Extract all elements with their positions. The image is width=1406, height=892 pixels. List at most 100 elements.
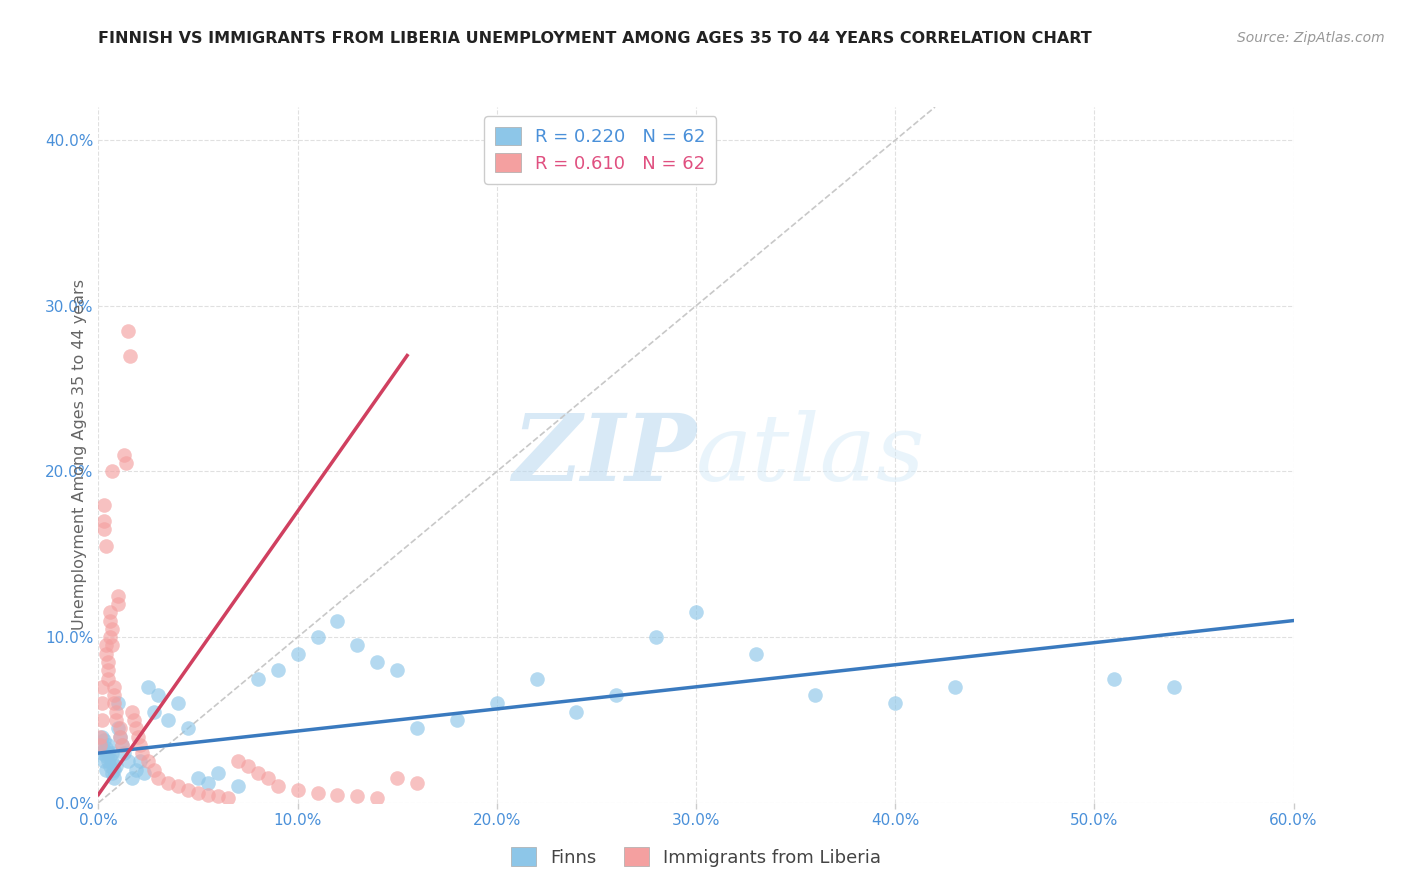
- Point: [107, 721, 129, 735]
- Point: [96, 763, 118, 777]
- Point: [117, 755, 139, 769]
- Point: [115, 456, 138, 470]
- Point: [148, 771, 170, 785]
- Point: [103, 688, 125, 702]
- Point: [167, 779, 190, 793]
- Point: [1163, 680, 1185, 694]
- Point: [91, 730, 114, 744]
- Point: [96, 749, 118, 764]
- Point: [100, 605, 122, 619]
- Text: atlas: atlas: [696, 410, 925, 500]
- Point: [101, 755, 124, 769]
- Point: [943, 680, 966, 694]
- Point: [124, 713, 146, 727]
- Point: [134, 766, 156, 780]
- Point: [97, 663, 120, 677]
- Point: [101, 766, 124, 780]
- Point: [129, 738, 152, 752]
- Point: [96, 647, 118, 661]
- Point: [91, 680, 114, 694]
- Point: [207, 766, 229, 780]
- Point: [97, 738, 120, 752]
- Point: [105, 713, 128, 727]
- Point: [167, 697, 190, 711]
- Point: [97, 672, 120, 686]
- Point: [121, 705, 143, 719]
- Point: [101, 465, 124, 479]
- Point: [366, 790, 388, 805]
- Point: [685, 605, 707, 619]
- Point: [93, 732, 115, 747]
- Point: [112, 746, 135, 760]
- Point: [101, 639, 124, 653]
- Point: [97, 655, 120, 669]
- Point: [157, 776, 180, 790]
- Point: [125, 721, 148, 735]
- Point: [406, 721, 429, 735]
- Point: [197, 788, 219, 802]
- Point: [89, 738, 111, 752]
- Y-axis label: Unemployment Among Ages 35 to 44 years: Unemployment Among Ages 35 to 44 years: [72, 279, 87, 631]
- Point: [112, 448, 135, 462]
- Point: [485, 697, 508, 711]
- Point: [187, 771, 209, 785]
- Point: [93, 755, 115, 769]
- Point: [287, 647, 309, 661]
- Point: [256, 771, 278, 785]
- Point: [96, 539, 118, 553]
- Point: [267, 663, 290, 677]
- Point: [93, 743, 115, 757]
- Point: [125, 763, 148, 777]
- Point: [143, 763, 166, 777]
- Point: [226, 779, 249, 793]
- Point: [110, 730, 132, 744]
- Point: [93, 523, 115, 537]
- Point: [197, 776, 219, 790]
- Point: [111, 738, 134, 752]
- Legend: Finns, Immigrants from Liberia: Finns, Immigrants from Liberia: [503, 840, 889, 874]
- Point: [103, 697, 125, 711]
- Point: [107, 697, 129, 711]
- Point: [110, 721, 132, 735]
- Point: [177, 721, 200, 735]
- Text: ZIP: ZIP: [512, 410, 696, 500]
- Point: [131, 746, 153, 760]
- Point: [143, 705, 166, 719]
- Point: [103, 680, 125, 694]
- Point: [120, 349, 142, 363]
- Point: [565, 705, 588, 719]
- Point: [148, 688, 170, 702]
- Point: [307, 630, 329, 644]
- Point: [96, 741, 118, 756]
- Point: [97, 755, 120, 769]
- Point: [217, 790, 239, 805]
- Point: [804, 688, 827, 702]
- Point: [745, 647, 768, 661]
- Point: [406, 776, 429, 790]
- Point: [267, 779, 290, 793]
- Point: [105, 705, 128, 719]
- Point: [127, 730, 149, 744]
- Point: [385, 663, 409, 677]
- Point: [89, 730, 111, 744]
- Point: [89, 738, 111, 752]
- Point: [346, 789, 368, 804]
- Point: [136, 680, 159, 694]
- Point: [287, 782, 309, 797]
- Point: [346, 639, 368, 653]
- Point: [91, 713, 114, 727]
- Point: [157, 713, 180, 727]
- Point: [645, 630, 668, 644]
- Point: [100, 614, 122, 628]
- Point: [129, 755, 152, 769]
- Point: [103, 771, 125, 785]
- Text: Source: ZipAtlas.com: Source: ZipAtlas.com: [1237, 31, 1385, 45]
- Point: [121, 771, 143, 785]
- Point: [100, 749, 122, 764]
- Point: [93, 514, 115, 528]
- Point: [101, 746, 124, 760]
- Point: [884, 697, 907, 711]
- Point: [101, 622, 124, 636]
- Point: [105, 759, 128, 773]
- Point: [236, 759, 259, 773]
